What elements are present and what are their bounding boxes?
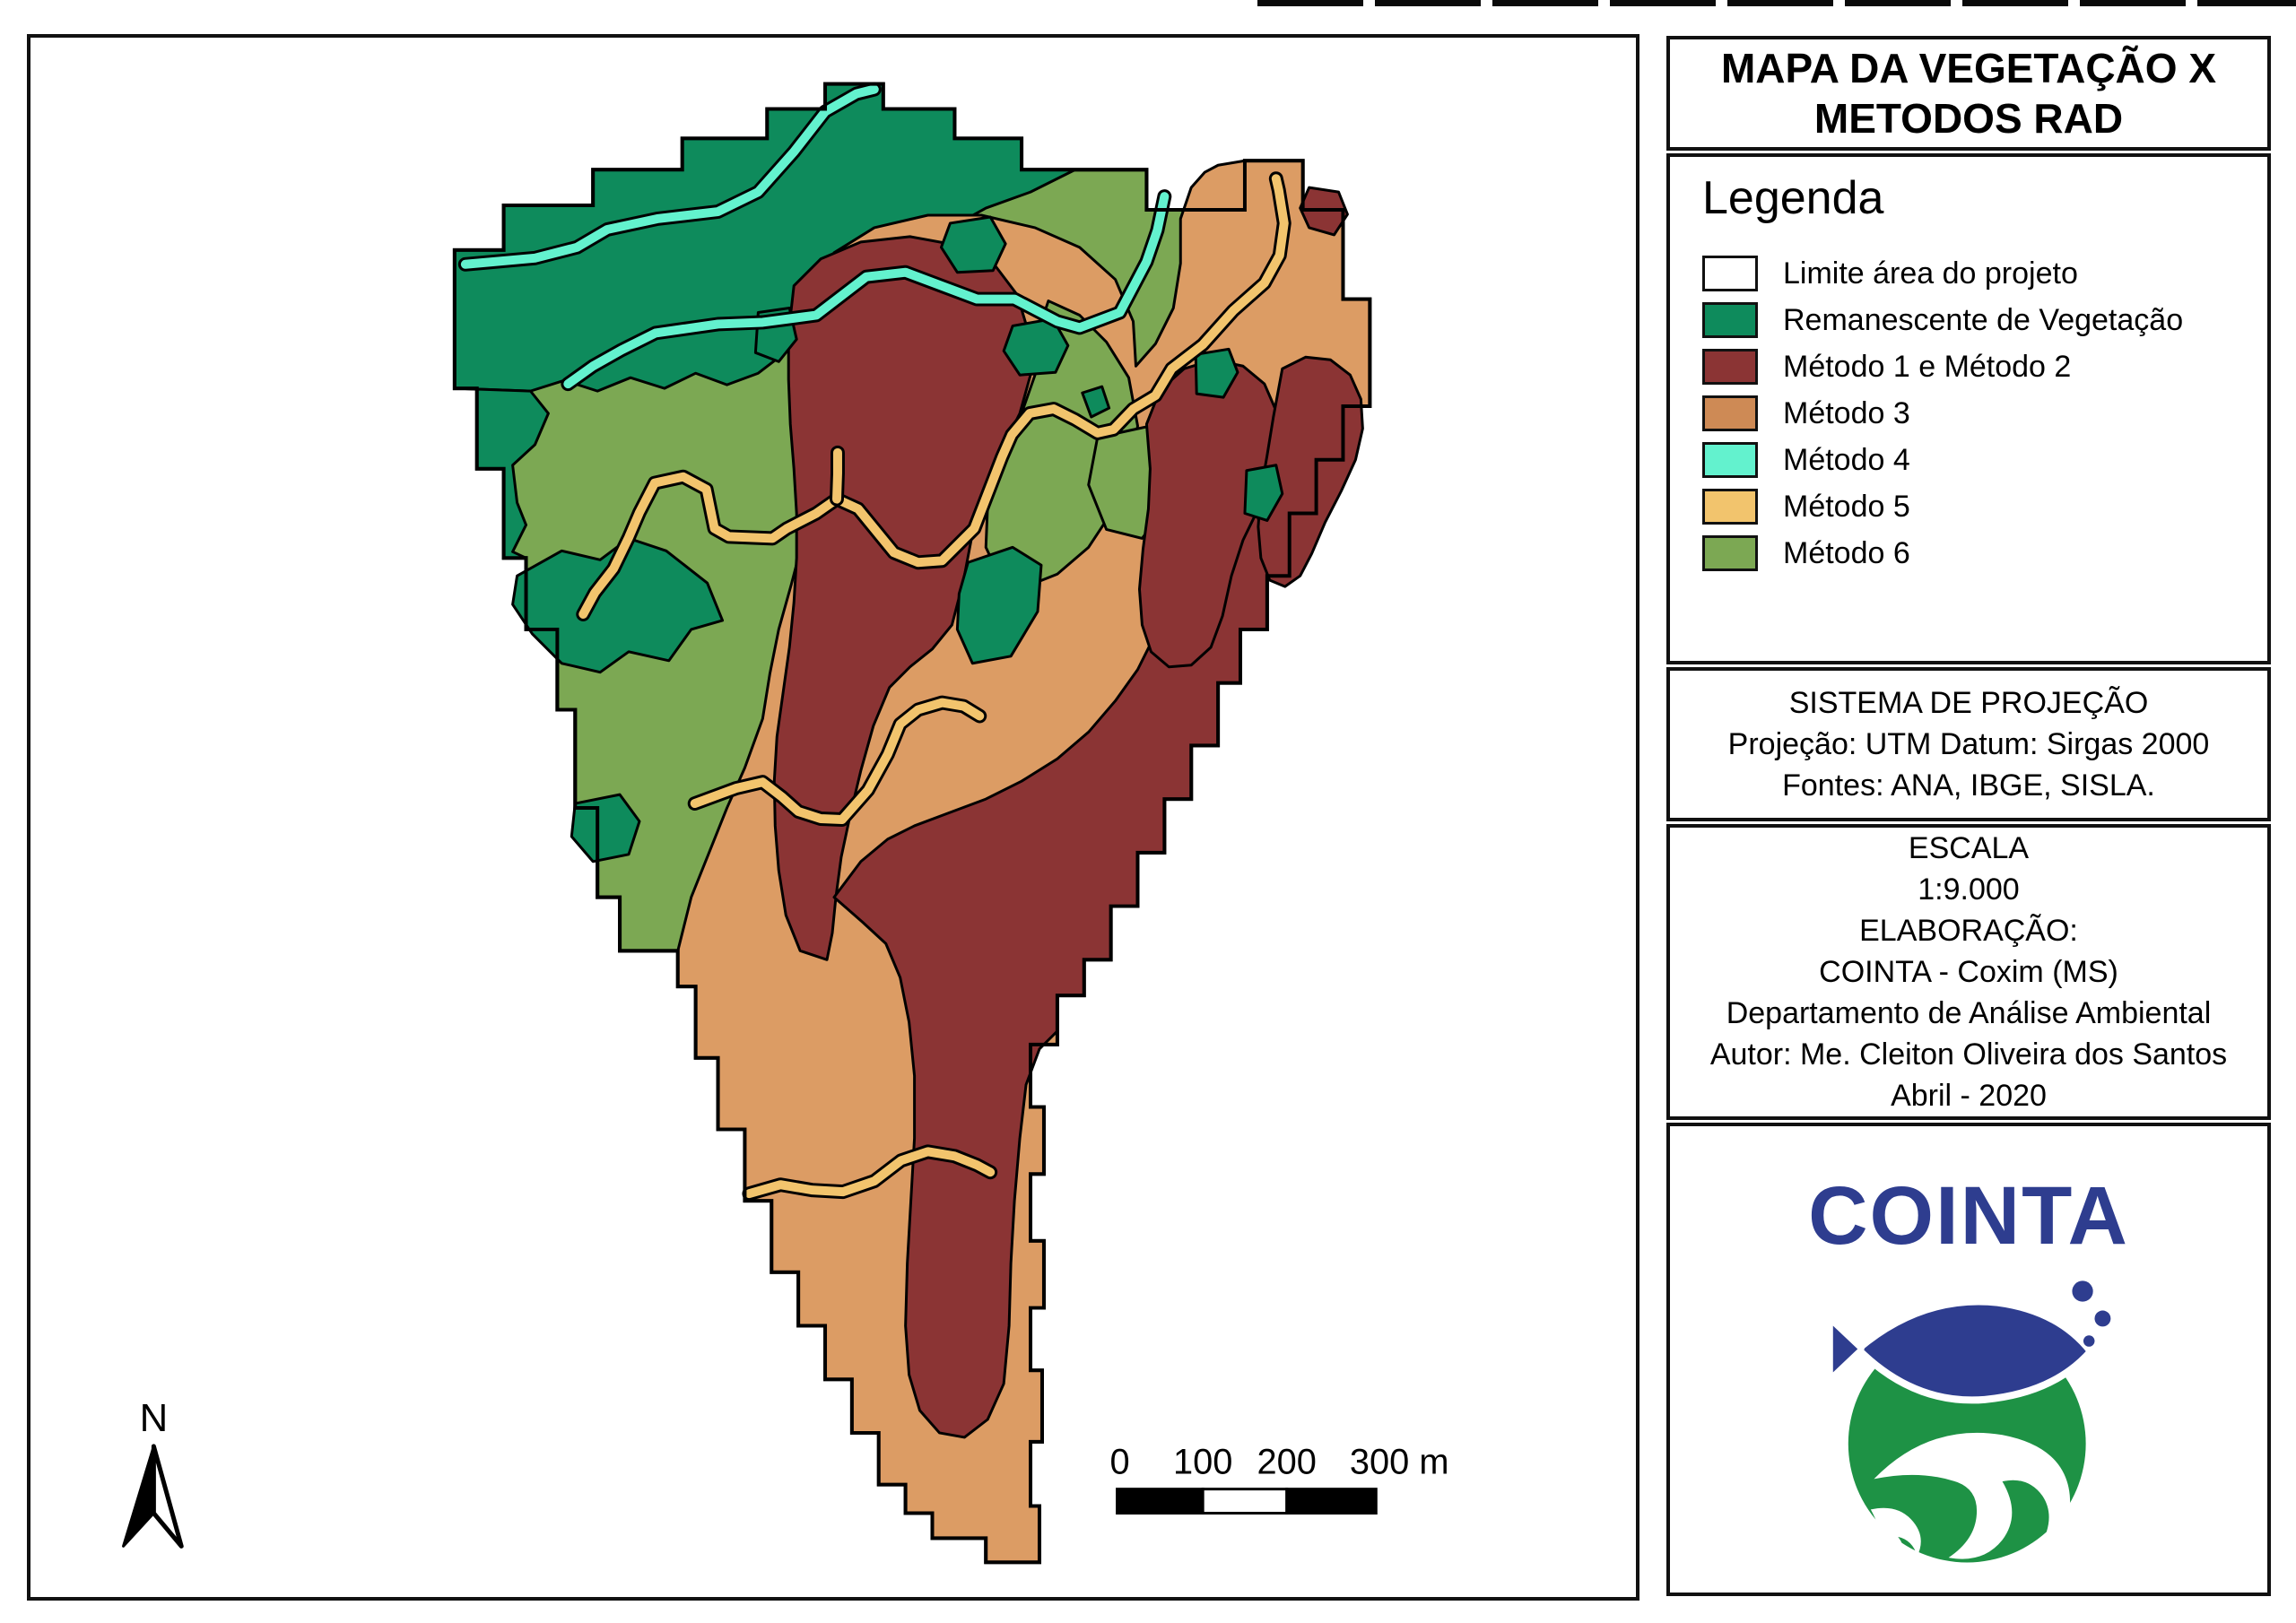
scale-info-line: Autor: Me. Cleiton Oliveira dos Santos [1709, 1037, 2228, 1072]
metodo5-line-tail-arc [742, 1144, 998, 1202]
legend-item: Método 1 e Método 2 [1702, 343, 2267, 390]
legend-swatch [1702, 302, 1758, 338]
scale-info-line: ELABORAÇÃO: [1859, 914, 2078, 948]
north-label: N [140, 1396, 169, 1440]
scalebar-label-200: 200 [1257, 1443, 1317, 1482]
logo-bubble-1 [2072, 1280, 2093, 1302]
map-canvas: N 0 100 200 300 m [27, 34, 1639, 1601]
projection-sources: Fontes: ANA, IBGE, SISLA. [1782, 768, 2155, 803]
legend-swatch [1702, 535, 1758, 571]
region-remanescente-patch-g [955, 545, 1043, 665]
map-svg: N 0 100 200 300 m [122, 82, 1449, 1565]
scale-info-line: COINTA - Coxim (MS) [1819, 955, 2118, 989]
legend-item: Método 3 [1702, 390, 2267, 437]
legend-swatch [1702, 442, 1758, 478]
legend-box: Legenda Limite área do projeto Remanesce… [1666, 153, 2271, 664]
legend-item-label: Método 6 [1783, 535, 1910, 570]
scale-bar: 0 100 200 300 m [1109, 1443, 1449, 1515]
metodo5-line-branch [830, 445, 845, 507]
region-remanescente-small-blob [570, 793, 641, 864]
metodo4-line-north [457, 82, 882, 272]
map-title-line1: MAPA DA VEGETAÇÃO X [1720, 45, 2217, 91]
legend-item-label: Método 3 [1783, 395, 1910, 430]
region-remanescente-patch-d [1081, 385, 1111, 419]
legend-item-label: Remanescente de Vegetação [1783, 302, 2184, 337]
legend-item-label: Limite área do projeto [1783, 256, 2078, 291]
top-edge-cropped-line [1257, 0, 2296, 6]
legend-heading: Legenda [1702, 172, 1884, 224]
projection-datum: Projeção: UTM Datum: Sirgas 2000 [1727, 727, 2210, 761]
scalebar-label-0: 0 [1109, 1443, 1129, 1482]
logo-box: COINTA [1666, 1123, 2271, 1596]
legend-item-label: Método 4 [1783, 442, 1910, 477]
legend-swatch [1702, 256, 1758, 291]
region-remanescente-patch-f [1243, 464, 1284, 522]
legend-item: Método 5 [1702, 483, 2267, 530]
region-remanescente-patch-e [1194, 347, 1239, 399]
scale-info-line: 1:9.000 [1918, 872, 2020, 907]
title-box: MAPA DA VEGETAÇÃO X METODOS RAD [1666, 36, 2271, 151]
legend-item: Método 6 [1702, 530, 2267, 577]
logo-fish-tail [1828, 1315, 1866, 1384]
cointa-logo-text: COINTA [1808, 1170, 2129, 1262]
info-panel: MAPA DA VEGETAÇÃO X METODOS RAD Legenda … [1666, 36, 2271, 1599]
legend-item: Limite área do projeto [1702, 250, 2267, 297]
legend-item-label: Método 1 e Método 2 [1783, 349, 2072, 384]
legend-swatch [1702, 489, 1758, 525]
region-remanescente-patch-b [939, 215, 1007, 274]
projection-box: SISTEMA DE PROJEÇÃO Projeção: UTM Datum:… [1666, 667, 2271, 821]
legend-swatch [1702, 395, 1758, 431]
north-arrow: N [122, 1396, 184, 1549]
logo-wave-small [1870, 1507, 1921, 1571]
legend-item: Método 4 [1702, 437, 2267, 483]
region-remanescente-midleft-blob [511, 536, 725, 674]
scale-info-line: Abril - 2020 [1891, 1079, 2047, 1113]
metodo4-line-middle [561, 189, 1172, 392]
logo-bubble-2 [2094, 1310, 2111, 1327]
legend-swatch [1702, 349, 1758, 385]
map-title-line2: METODOS RAD [1813, 95, 2124, 142]
logo-bubble-3 [2083, 1335, 2095, 1347]
cointa-logo-icon [1828, 1280, 2111, 1571]
scale-info-box: ESCALA 1:9.000 ELABORAÇÃO: COINTA - Coxi… [1666, 824, 2271, 1120]
projection-heading: SISTEMA DE PROJEÇÃO [1788, 686, 2149, 720]
legend-list: Limite área do projeto Remanescente de V… [1702, 250, 2267, 577]
scale-info-line: Departamento de Análise Ambiental [1726, 996, 2212, 1030]
scalebar-label-300: 300 m [1350, 1443, 1449, 1482]
logo-fish-body [1852, 1298, 2096, 1404]
legend-item: Remanescente de Vegetação [1702, 297, 2267, 343]
scale-info-line: ESCALA [1908, 831, 2030, 865]
metodo5-line-neck-arc [687, 695, 987, 827]
legend-item-label: Método 5 [1783, 489, 1910, 524]
scalebar-label-100: 100 [1173, 1443, 1232, 1482]
metodo5-line-main [576, 171, 1292, 621]
project-limit-outline [452, 82, 1372, 1565]
logo-wave-main [1874, 1432, 2071, 1559]
